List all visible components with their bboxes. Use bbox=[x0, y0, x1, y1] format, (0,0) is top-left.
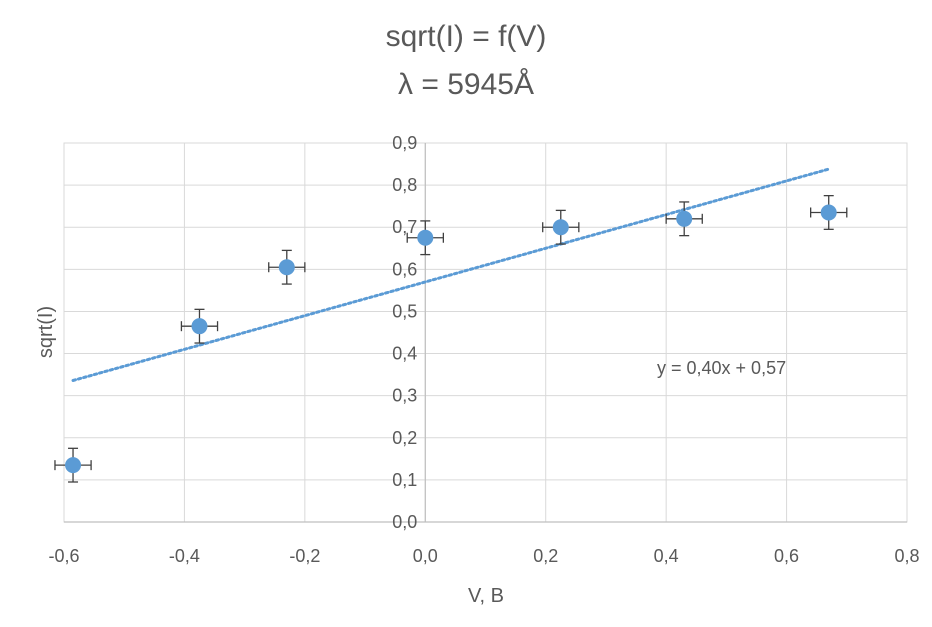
x-tick-labels: -0,6 -0,4 -0,2 0,0 0,2 0,4 0,6 0,8 bbox=[48, 546, 919, 566]
x-tick-label: 0,2 bbox=[533, 546, 558, 566]
y-tick-label: 0,7 bbox=[392, 217, 417, 237]
trendline bbox=[71, 167, 831, 383]
x-tick-label: -0,2 bbox=[289, 546, 320, 566]
axes bbox=[64, 143, 907, 523]
chart-title: sqrt(I) = f(V) bbox=[385, 20, 547, 53]
trendline-path bbox=[71, 167, 831, 383]
x-axis-label: V, B bbox=[468, 585, 504, 607]
error-bars bbox=[54, 194, 848, 483]
data-point bbox=[65, 457, 82, 474]
y-tick-label: 0,2 bbox=[392, 428, 417, 448]
y-tick-label: 0,3 bbox=[392, 386, 417, 406]
y-tick-labels: 0,0 0,1 0,2 0,3 0,4 0,5 0,6 0,7 0,8 0,9 bbox=[392, 133, 417, 532]
plot-area bbox=[63, 142, 908, 523]
data-point bbox=[552, 219, 569, 236]
data-point bbox=[676, 210, 693, 227]
y-axis-label: sqrt(I) bbox=[35, 306, 57, 358]
trendline-equation: y = 0,40x + 0,57 bbox=[657, 358, 786, 378]
data-point bbox=[417, 229, 434, 246]
chart-subtitle: λ = 5945Å bbox=[398, 68, 534, 101]
x-tick-label: 0,4 bbox=[654, 546, 679, 566]
x-tick-label: -0,4 bbox=[169, 546, 200, 566]
y-tick-label: 0,6 bbox=[392, 259, 417, 279]
x-tick-label: 0,0 bbox=[413, 546, 438, 566]
data-point bbox=[278, 259, 295, 276]
y-tick-label: 0,4 bbox=[392, 344, 417, 364]
data-point bbox=[820, 204, 837, 221]
y-tick-label: 0,1 bbox=[392, 470, 417, 490]
x-tick-label: 0,6 bbox=[774, 546, 799, 566]
y-tick-label: 0,9 bbox=[392, 133, 417, 153]
y-tick-label: 0,0 bbox=[392, 512, 417, 532]
y-tick-label: 0,5 bbox=[392, 301, 417, 321]
x-tick-label: -0,6 bbox=[48, 546, 79, 566]
y-tick-label: 0,8 bbox=[392, 175, 417, 195]
x-tick-label: 0,8 bbox=[894, 546, 919, 566]
data-points bbox=[65, 204, 837, 474]
data-point bbox=[191, 318, 208, 335]
grid-lines bbox=[63, 142, 908, 523]
